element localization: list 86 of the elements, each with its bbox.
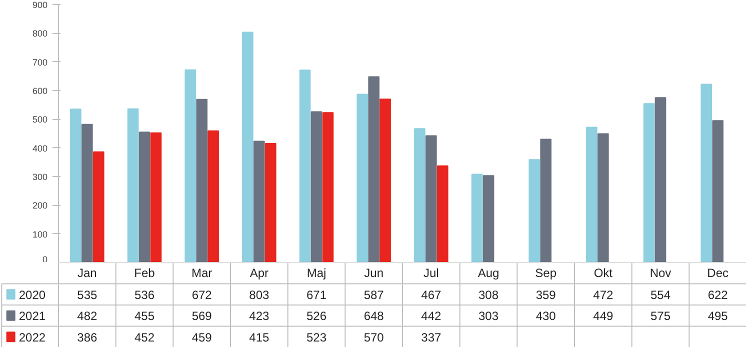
data-label: 570 [364, 330, 384, 344]
x-tick-label: Feb [134, 266, 156, 280]
x-tick-label: Mar [192, 266, 212, 280]
data-label: 671 [306, 288, 327, 302]
data-label: 472 [593, 288, 614, 302]
bar [196, 98, 208, 262]
bar [138, 132, 150, 262]
y-tick-label: 100 [32, 229, 48, 240]
data-label: 430 [536, 309, 556, 324]
data-label: 535 [77, 288, 98, 302]
bar [242, 32, 254, 262]
bar [436, 165, 448, 262]
data-label: 423 [249, 309, 270, 324]
x-tick-label: Apr [250, 266, 269, 280]
y-tick-label: 700 [32, 57, 48, 68]
y-tick-label: 800 [32, 28, 48, 39]
data-label: 554 [650, 288, 671, 302]
x-tick-label: Okt [594, 266, 614, 280]
data-label: 523 [306, 330, 327, 344]
legend-label: 2020 [18, 288, 46, 302]
data-label: 449 [593, 309, 614, 324]
bar [482, 175, 494, 262]
data-label: 536 [134, 288, 155, 302]
x-tick-label: Sep [535, 266, 557, 280]
y-tick-label: 600 [32, 86, 48, 96]
bar [712, 120, 724, 262]
bar [70, 108, 82, 262]
data-label: 526 [306, 309, 327, 324]
data-label: 452 [134, 330, 155, 344]
bar [586, 126, 598, 262]
bar [127, 108, 139, 262]
bar [356, 94, 368, 262]
data-label: 303 [478, 309, 499, 324]
data-label: 803 [249, 288, 270, 302]
bar [654, 97, 666, 262]
bar [299, 70, 311, 262]
legend-label: 2021 [18, 309, 46, 324]
bar [310, 111, 322, 262]
data-label: 587 [364, 288, 384, 302]
bar [528, 159, 540, 262]
bar [471, 174, 483, 262]
y-tick-label: 400 [32, 143, 48, 154]
bar [264, 143, 276, 262]
bar [414, 128, 426, 262]
data-label: 359 [536, 288, 556, 302]
bar [598, 133, 609, 262]
bar [368, 76, 380, 262]
x-tick-label: Jul [423, 266, 439, 280]
bar [82, 124, 93, 262]
bar [643, 103, 655, 262]
y-tick-label: 300 [32, 172, 48, 182]
data-label: 459 [192, 330, 212, 344]
data-label: 575 [650, 309, 671, 324]
data-label: 415 [249, 330, 270, 344]
x-tick-label: Nov [650, 266, 672, 280]
y-tick-label: 900 [32, 0, 48, 10]
data-label: 622 [708, 288, 728, 302]
y-tick-label: 200 [32, 200, 48, 211]
bar [92, 151, 104, 262]
data-label: 455 [134, 309, 155, 324]
bar [254, 140, 265, 262]
bar [150, 132, 162, 262]
x-tick-label: Maj [306, 266, 326, 280]
x-tick-label: Aug [478, 266, 500, 280]
data-label: 308 [478, 288, 499, 302]
legend-label: 2022 [18, 330, 46, 344]
data-label: 672 [192, 288, 212, 302]
data-label: 495 [708, 309, 728, 324]
data-label: 337 [421, 330, 442, 344]
data-label: 467 [421, 288, 442, 302]
bar [322, 112, 334, 262]
y-tick-label: 500 [32, 114, 48, 125]
bar [540, 138, 552, 262]
bar [426, 135, 437, 262]
data-label: 386 [77, 330, 98, 344]
data-label: 442 [421, 309, 442, 324]
x-tick-label: Jun [364, 266, 384, 280]
bar [380, 98, 391, 262]
data-label: 569 [192, 309, 212, 324]
x-tick-label: Dec [707, 266, 729, 280]
bar [208, 130, 219, 262]
bar [700, 84, 712, 262]
data-label: 648 [364, 309, 384, 324]
data-label: 482 [77, 309, 98, 324]
x-tick-label: Jan [77, 266, 97, 280]
bar [184, 69, 196, 262]
